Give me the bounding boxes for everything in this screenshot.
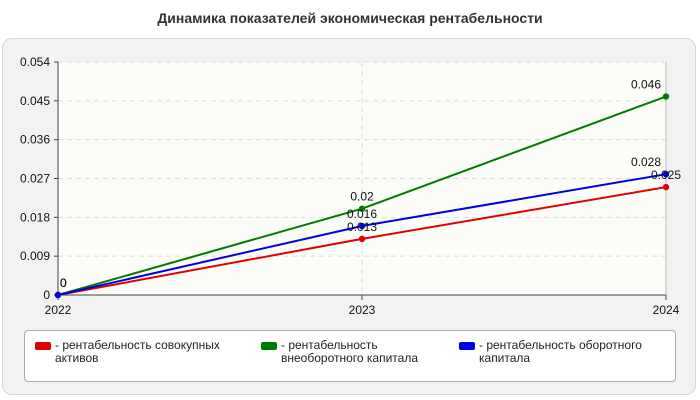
chart-title: Динамика показателей экономическая рента… bbox=[157, 10, 543, 26]
data-point bbox=[54, 291, 62, 299]
x-tick-label: 2024 bbox=[653, 303, 680, 317]
legend-item-total-assets: - рентабельность совокупных активов bbox=[35, 339, 250, 365]
data-label: 0.028 bbox=[631, 155, 661, 169]
x-tick-label: 2023 bbox=[349, 303, 376, 317]
data-label: 0 bbox=[60, 276, 67, 290]
data-point bbox=[358, 205, 366, 212]
y-tick-label: 0.045 bbox=[20, 94, 50, 108]
legend-label: - рентабельность оборотного капитала bbox=[479, 338, 642, 365]
legend-item-noncurrent-capital: - рентабельность внеоборотного капитала bbox=[261, 339, 451, 365]
legend: - рентабельность совокупных активов - ре… bbox=[24, 330, 676, 382]
series-layer bbox=[54, 93, 670, 299]
y-axis-ticks: 0 0.009 0.018 0.027 0.036 0.045 0.054 bbox=[20, 55, 58, 302]
y-tick-label: 0.036 bbox=[20, 133, 50, 147]
data-point bbox=[662, 183, 670, 191]
x-tick-label: 2022 bbox=[45, 303, 72, 317]
grid-lines bbox=[58, 61, 666, 295]
y-tick-label: 0.054 bbox=[20, 55, 50, 69]
y-tick-label: 0 bbox=[43, 288, 50, 302]
legend-swatch-green bbox=[261, 342, 277, 350]
data-point bbox=[662, 170, 670, 178]
data-label: 0.016 bbox=[347, 207, 377, 221]
legend-item-working-capital: - рентабельность оборотного капитала bbox=[459, 339, 669, 365]
legend-swatch-blue bbox=[459, 342, 475, 350]
data-label: 0 bbox=[60, 276, 67, 290]
y-tick-label: 0.027 bbox=[20, 172, 50, 186]
legend-label: - рентабельность совокупных активов bbox=[55, 338, 220, 365]
data-label: 0.046 bbox=[631, 78, 661, 92]
legend-swatch-red bbox=[35, 342, 51, 350]
data-label: 0.025 bbox=[651, 168, 681, 182]
legend-label: - рентабельность внеоборотного капитала bbox=[281, 338, 418, 365]
data-label: 0.013 bbox=[347, 220, 377, 234]
data-point bbox=[358, 222, 366, 230]
y-tick-label: 0.018 bbox=[20, 210, 50, 224]
y-tick-label: 0.009 bbox=[20, 249, 50, 263]
data-label: 0 bbox=[60, 276, 67, 290]
data-label: 0.02 bbox=[350, 190, 374, 204]
x-axis-ticks: 2022 2023 2024 bbox=[45, 295, 680, 317]
data-point bbox=[358, 235, 366, 243]
data-point bbox=[662, 93, 670, 100]
